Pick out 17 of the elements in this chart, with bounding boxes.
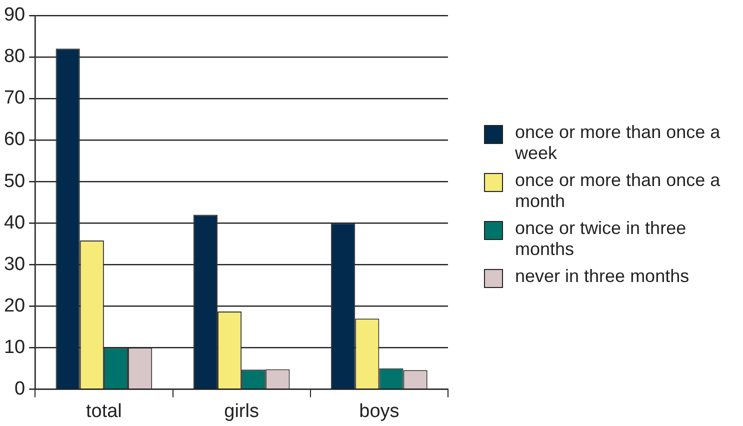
legend-label: never in three months [515,266,690,287]
y-tick-label: 0 [14,378,26,400]
legend-label: once or twice in three months [515,218,688,260]
y-tick-label: 80 [4,46,26,68]
y-tick-label: 60 [4,129,26,150]
y-tick-label: 30 [4,254,26,275]
y-tick-label: 70 [4,88,26,109]
x-tick-label: boys [359,400,400,422]
y-tick-label: 40 [4,212,26,234]
legend-label: once or more than once a week [515,122,722,164]
y-tick-label: 10 [4,336,26,358]
y-tick-label: 20 [4,295,26,316]
x-tick-label: girls [224,400,259,422]
y-tick-label: 90 [4,4,26,26]
x-tick-label: total [86,400,122,422]
legend-label: once or more than once a month [515,170,722,212]
y-tick-label: 50 [4,170,26,192]
